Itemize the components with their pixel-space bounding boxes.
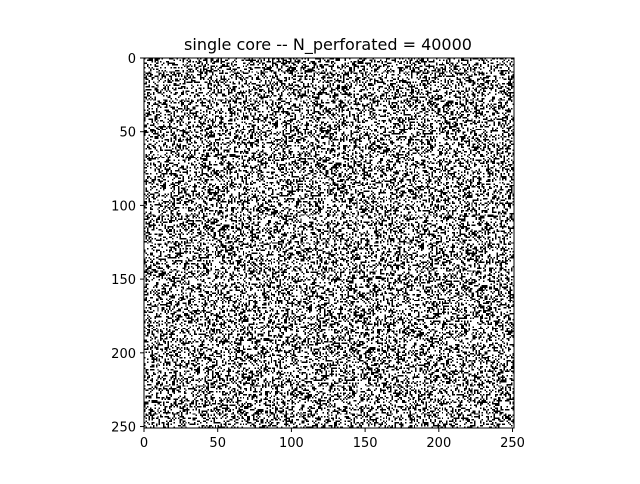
x-tick-label: 50	[209, 436, 226, 451]
x-tick-label: 200	[426, 436, 451, 451]
plot-frame	[143, 57, 515, 429]
y-tick-label: 100	[111, 199, 136, 214]
y-tick-label: 250	[111, 421, 136, 436]
x-axis: 0 50 100 150 200 250	[140, 428, 525, 451]
x-tick-label: 100	[279, 436, 304, 451]
y-tick-label: 50	[119, 126, 136, 141]
x-tick-label: 150	[353, 436, 378, 451]
plot-area	[143, 57, 515, 429]
x-tick-label: 0	[140, 436, 148, 451]
y-tick-label: 0	[128, 52, 136, 67]
chart-title: single core -- N_perforated = 40000	[184, 35, 472, 55]
y-axis: 0 50 100 150 200 250	[111, 52, 144, 436]
y-tick-label: 200	[111, 347, 136, 362]
x-tick-label: 250	[500, 436, 525, 451]
heatmap-cells	[144, 58, 514, 428]
y-tick-label: 150	[111, 273, 136, 288]
